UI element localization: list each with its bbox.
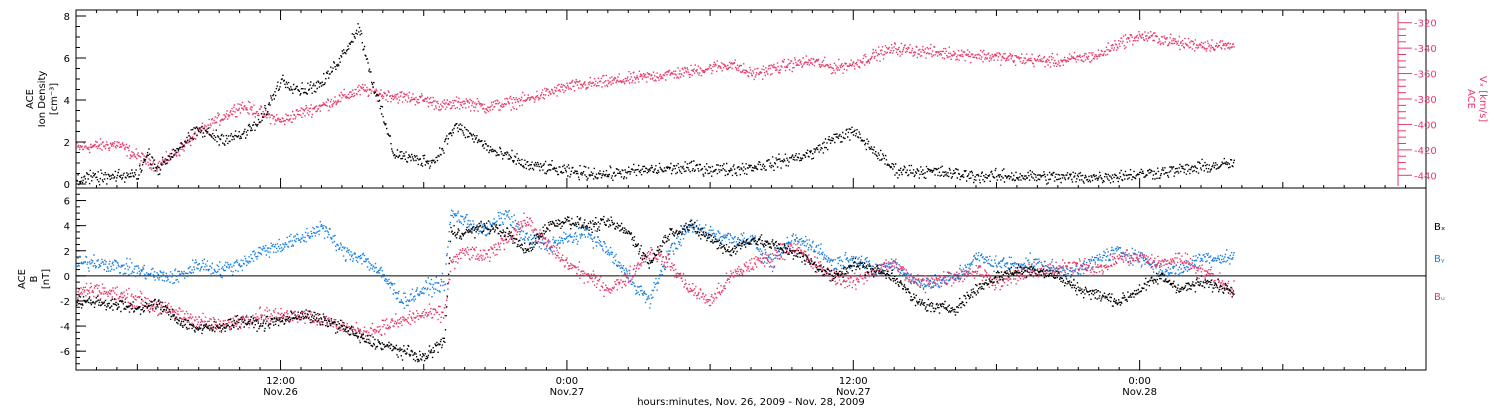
density-series-points [76, 23, 1235, 186]
vx-series [76, 31, 1235, 172]
vx-series-points [76, 31, 1235, 172]
x-tick-label-time: 12:00 [839, 376, 868, 387]
bottom-y-tick-label: 0 [64, 272, 70, 283]
top-ylabel-line-2: Ion Density [37, 71, 48, 128]
top-y-tick-label: 4 [64, 96, 70, 107]
top-y2-tick-label: -420 [1414, 146, 1437, 157]
x-tick-label-date: Nov.27 [550, 387, 585, 398]
bottom-panel-axes: -6 -4 -2 0 2 4 6 [60, 193, 1426, 365]
top-y-tick-label: 2 [64, 138, 70, 149]
bottom-y-tick-label: 2 [64, 247, 70, 258]
time-axis: 12:00Nov.260:00Nov.2712:00Nov.270:00Nov.… [75, 10, 1427, 398]
top-ylabel-line-3: [cm⁻³] [49, 83, 60, 115]
bottom-ylabel-line-2: B [29, 275, 40, 282]
x-tick-label-time: 0:00 [1128, 376, 1150, 387]
x-axis-title: hours:minutes, Nov. 26, 2009 - Nov. 28, … [637, 397, 865, 408]
x-tick-label-time: 12:00 [266, 376, 295, 387]
top-y2label-line-1: ACE [1465, 89, 1476, 109]
top-panel-axes: 0 2 4 6 8 -320 -340 -360 -380 -400 -420 -440 [64, 12, 1437, 191]
top-y-tick-label: 6 [64, 54, 70, 65]
legend-bz: Bᵤ [1434, 292, 1445, 303]
top-y2-tick-label: -440 [1414, 171, 1437, 182]
bx-series-points [76, 215, 1235, 363]
bottom-y-tick-label: 4 [64, 222, 70, 233]
top-y2label-line-2: Vₓ [km/s] [1477, 76, 1488, 122]
top-panel-frame [75, 9, 1427, 189]
x-tick-label-date: Nov.28 [1122, 387, 1157, 398]
bottom-panel-series [76, 209, 1235, 363]
bottom-panel-frame [75, 187, 1427, 371]
x-tick-label-date: Nov.26 [263, 387, 298, 398]
bottom-y-tick-label: 6 [64, 197, 70, 208]
top-y2-tick-label: -340 [1414, 44, 1437, 55]
top-panel-series [76, 23, 1235, 186]
top-ylabel-line-1: ACE [25, 89, 36, 109]
bx-series [76, 215, 1235, 363]
top-y2-tick-label: -380 [1414, 95, 1437, 106]
bottom-y-tick-label: -4 [60, 322, 70, 333]
by-series [76, 209, 1235, 309]
top-y2-tick-label: -320 [1414, 19, 1437, 30]
x-tick-label-time: 0:00 [556, 376, 578, 387]
x-tick-label-date: Nov.27 [836, 387, 871, 398]
legend-bx: Bₓ [1434, 222, 1445, 233]
top-y2-tick-label: -400 [1414, 120, 1437, 131]
bottom-y-tick-label: -2 [60, 297, 70, 308]
top-y2-tick-label: -360 [1414, 70, 1437, 81]
top-y-tick-label: 0 [64, 180, 70, 191]
bottom-ylabel-line-3: [nT] [41, 269, 52, 289]
by-series-points [76, 209, 1235, 309]
bottom-ylabel-line-1: ACE [17, 269, 28, 289]
density-series [76, 23, 1235, 186]
bottom-y-tick-label: -6 [60, 347, 70, 358]
legend-by: Bᵧ [1434, 254, 1445, 265]
top-y-tick-label: 8 [64, 12, 70, 23]
